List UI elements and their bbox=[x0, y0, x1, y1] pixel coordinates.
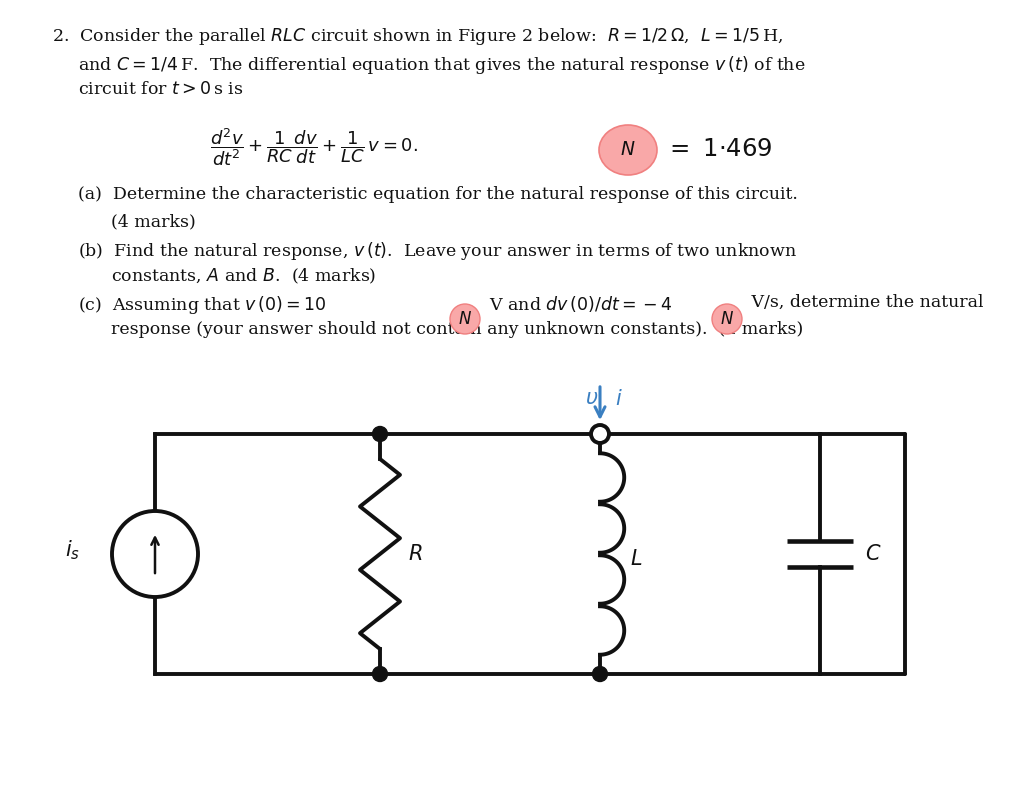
Ellipse shape bbox=[599, 125, 657, 175]
Text: 2.  Consider the parallel $RLC$ circuit shown in Figure 2 below:  $R = 1/2\,\Ome: 2. Consider the parallel $RLC$ circuit s… bbox=[52, 26, 783, 47]
Text: (b)  Find the natural response, $v\,(t)$.  Leave your answer in terms of two unk: (b) Find the natural response, $v\,(t)$.… bbox=[78, 240, 797, 262]
Text: $R$: $R$ bbox=[408, 544, 423, 564]
Text: $\dfrac{d^2v}{dt^2} + \dfrac{1}{RC}\dfrac{dv}{dt} + \dfrac{1}{LC}\,v = 0.$: $\dfrac{d^2v}{dt^2} + \dfrac{1}{RC}\dfra… bbox=[210, 126, 418, 168]
Text: circuit for $t > 0\,$s is: circuit for $t > 0\,$s is bbox=[78, 81, 244, 98]
Text: V/s, determine the natural: V/s, determine the natural bbox=[746, 294, 983, 311]
Ellipse shape bbox=[450, 304, 480, 334]
Text: $N$: $N$ bbox=[458, 310, 472, 327]
Text: $N$: $N$ bbox=[720, 310, 734, 327]
Text: response (your answer should not contain any unknown constants).  (4 marks): response (your answer should not contain… bbox=[78, 321, 803, 338]
Circle shape bbox=[591, 425, 609, 443]
Text: (c)  Assuming that $v\,(0) = 10$: (c) Assuming that $v\,(0) = 10$ bbox=[78, 294, 327, 316]
Text: (a)  Determine the characteristic equation for the natural response of this circ: (a) Determine the characteristic equatio… bbox=[78, 186, 798, 203]
Ellipse shape bbox=[712, 304, 742, 334]
Text: $C$: $C$ bbox=[865, 544, 882, 564]
Text: $i$: $i$ bbox=[615, 389, 623, 409]
Circle shape bbox=[373, 666, 387, 681]
Text: $=\ 1{\cdot}469$: $=\ 1{\cdot}469$ bbox=[665, 138, 772, 161]
Circle shape bbox=[593, 666, 607, 681]
Text: $\upsilon$: $\upsilon$ bbox=[586, 389, 599, 408]
Text: and $C = 1/4\,$F.  The differential equation that gives the natural response $v\: and $C = 1/4\,$F. The differential equat… bbox=[78, 54, 806, 76]
Circle shape bbox=[373, 426, 387, 441]
Text: $N$: $N$ bbox=[621, 141, 636, 159]
Text: V and $dv\,(0)/dt = -4$: V and $dv\,(0)/dt = -4$ bbox=[484, 294, 673, 314]
Text: $L$: $L$ bbox=[630, 549, 642, 569]
Text: constants, $A$ and $B$.  (4 marks): constants, $A$ and $B$. (4 marks) bbox=[78, 267, 377, 287]
Text: $i_s$: $i_s$ bbox=[66, 538, 81, 562]
Text: (4 marks): (4 marks) bbox=[78, 213, 196, 230]
Circle shape bbox=[112, 511, 198, 597]
